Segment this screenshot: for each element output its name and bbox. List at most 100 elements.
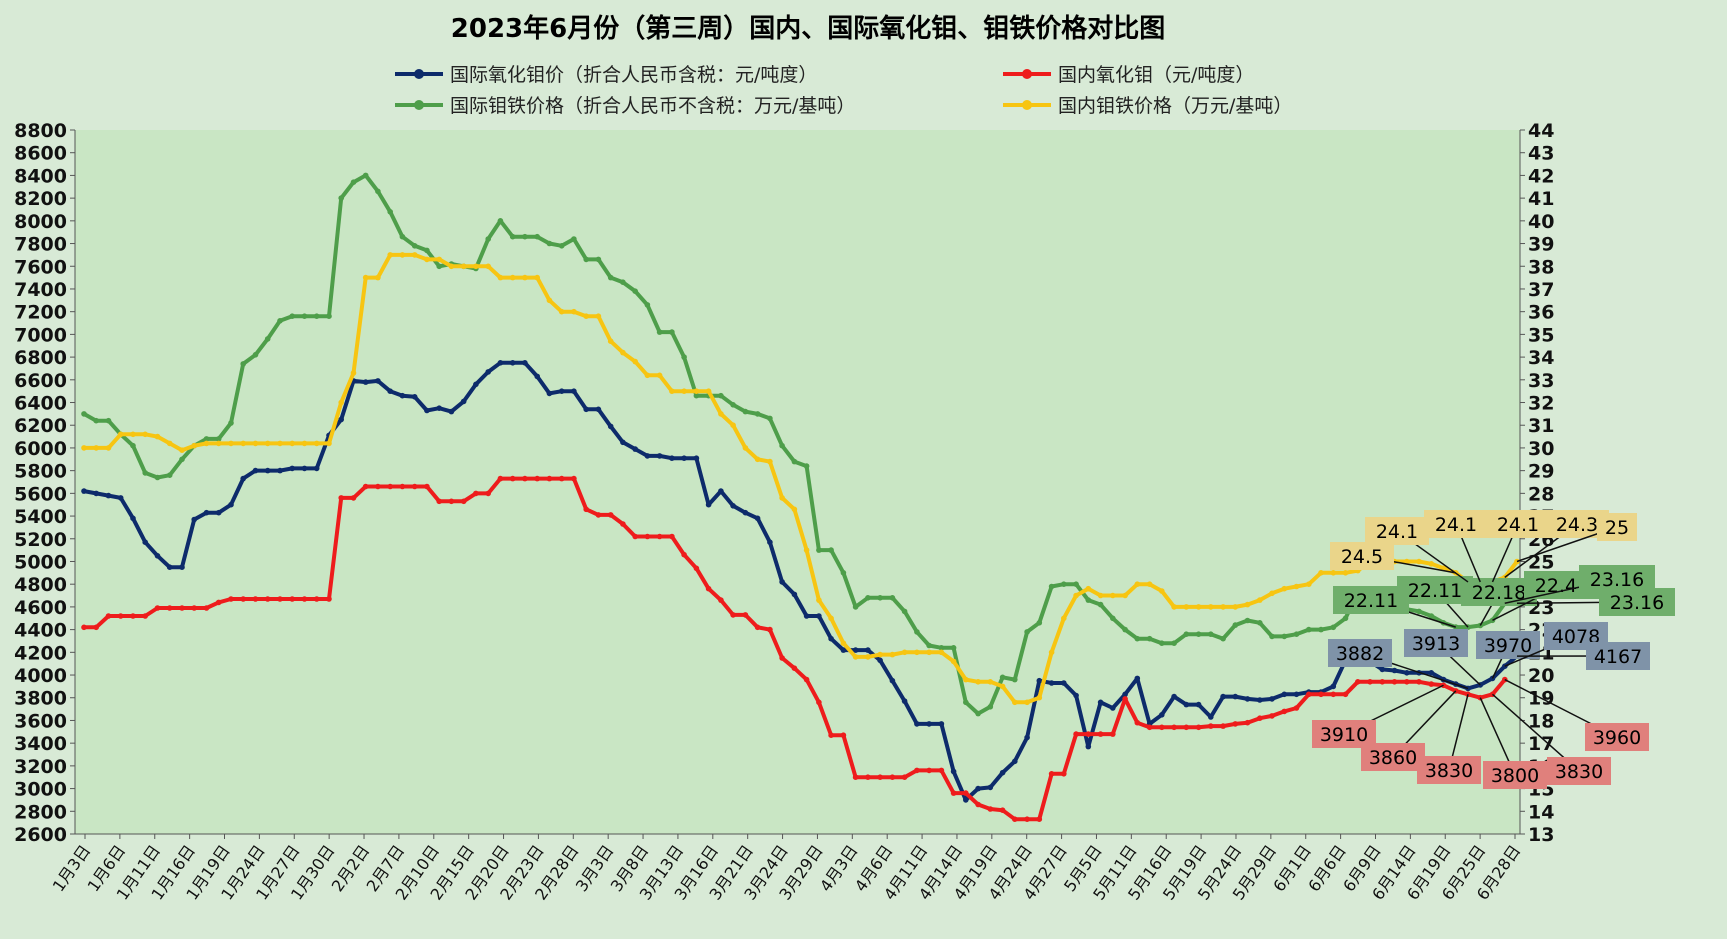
series-0-point (1000, 770, 1006, 776)
series-1-point (547, 476, 553, 482)
y-tick-label-left: 7400 (14, 279, 67, 301)
series-0-point (167, 564, 173, 570)
series-1-point (1355, 679, 1361, 685)
series-3-point (865, 654, 871, 660)
series-1-point (228, 596, 234, 602)
series-1-point (118, 613, 124, 619)
series-1-point (277, 596, 283, 602)
series-3-point (277, 441, 283, 447)
series-2-point (804, 463, 810, 469)
series-1-point (755, 625, 761, 631)
series-0-point (828, 636, 834, 642)
y-tick-label-right: 44 (1528, 120, 1554, 142)
series-2-point (1122, 627, 1128, 633)
series-1-point (890, 774, 896, 780)
series-1-point (449, 499, 455, 505)
series-0-point (1061, 680, 1067, 686)
series-3-point (1208, 604, 1214, 610)
series-0-point (865, 647, 871, 653)
series-2-point (289, 313, 295, 319)
series-0-point (730, 503, 736, 509)
series-0-point (400, 393, 406, 399)
series-2-point (436, 264, 442, 270)
y-tick-label-left: 4600 (14, 597, 67, 619)
series-2-point (1343, 616, 1349, 622)
series-2-point (1147, 636, 1153, 642)
series-1-point (351, 495, 357, 501)
series-1-point (853, 774, 859, 780)
y-tick-label-right: 43 (1528, 143, 1554, 165)
series-1-point (632, 534, 638, 540)
data-label: 3800 (1491, 765, 1539, 787)
series-0-point (657, 453, 663, 459)
series-0-point (694, 455, 700, 461)
y-tick-label-right: 39 (1528, 234, 1554, 256)
y-tick-label-left: 8200 (14, 188, 67, 210)
legend-marker-1 (1022, 69, 1032, 79)
y-tick-label-left: 7600 (14, 256, 67, 278)
series-1-point (926, 768, 932, 774)
series-3-point (988, 679, 994, 685)
series-0-point (571, 388, 577, 394)
series-1-point (865, 774, 871, 780)
series-2-point (657, 329, 663, 335)
series-2-point (1171, 640, 1177, 646)
series-1-point (1122, 696, 1128, 702)
y-tick-label-right: 30 (1528, 438, 1554, 460)
series-3-point (167, 441, 173, 447)
series-3-point (179, 447, 185, 453)
series-1-point (767, 627, 773, 633)
series-3-point (902, 650, 908, 656)
series-1-point (583, 507, 589, 513)
series-0-point (1404, 670, 1410, 676)
series-1-point (730, 612, 736, 618)
y-tick-label-left: 7200 (14, 302, 67, 324)
y-tick-label-right: 35 (1528, 324, 1554, 346)
y-tick-label-left: 8600 (14, 143, 67, 165)
y-tick-label-left: 3200 (14, 756, 67, 778)
series-1-point (914, 768, 920, 774)
series-1-point (1073, 731, 1079, 737)
series-0-point (596, 407, 602, 413)
series-2-point (1257, 620, 1263, 626)
series-1-point (387, 484, 393, 490)
series-3-point (755, 457, 761, 463)
series-0-point (1135, 676, 1141, 682)
series-0-point (277, 468, 283, 474)
series-3-point (583, 313, 589, 319)
series-2-point (179, 457, 185, 463)
y-tick-label-left: 5800 (14, 461, 67, 483)
series-2-point (645, 302, 651, 308)
data-label: 23.16 (1610, 592, 1664, 614)
series-0-point (1086, 744, 1092, 750)
series-0-point (1245, 696, 1251, 702)
legend-marker-2 (414, 100, 424, 110)
series-2-point (93, 418, 99, 424)
series-1-point (400, 484, 406, 490)
series-3-point (694, 388, 700, 394)
series-0-point (387, 388, 393, 394)
y-tick-label-left: 2800 (14, 801, 67, 823)
series-2-point (412, 243, 418, 249)
series-0-point (1171, 694, 1177, 700)
series-1-point (1061, 771, 1067, 777)
series-2-point (730, 402, 736, 408)
series-3-point (926, 650, 932, 656)
series-3-point (216, 441, 222, 447)
series-1-point (828, 732, 834, 738)
series-1-point (93, 625, 99, 631)
series-2-point (841, 570, 847, 576)
series-0-point (93, 491, 99, 497)
series-3-point (142, 432, 148, 438)
series-1-point (596, 512, 602, 518)
series-3-point (1073, 593, 1079, 599)
series-3-point (424, 257, 430, 263)
series-1-point (1380, 679, 1386, 685)
series-0-point (289, 466, 295, 472)
series-0-point (608, 424, 614, 430)
series-2-point (669, 329, 675, 335)
series-1-point (657, 534, 663, 540)
series-1-point (841, 732, 847, 738)
series-0-point (485, 369, 491, 375)
